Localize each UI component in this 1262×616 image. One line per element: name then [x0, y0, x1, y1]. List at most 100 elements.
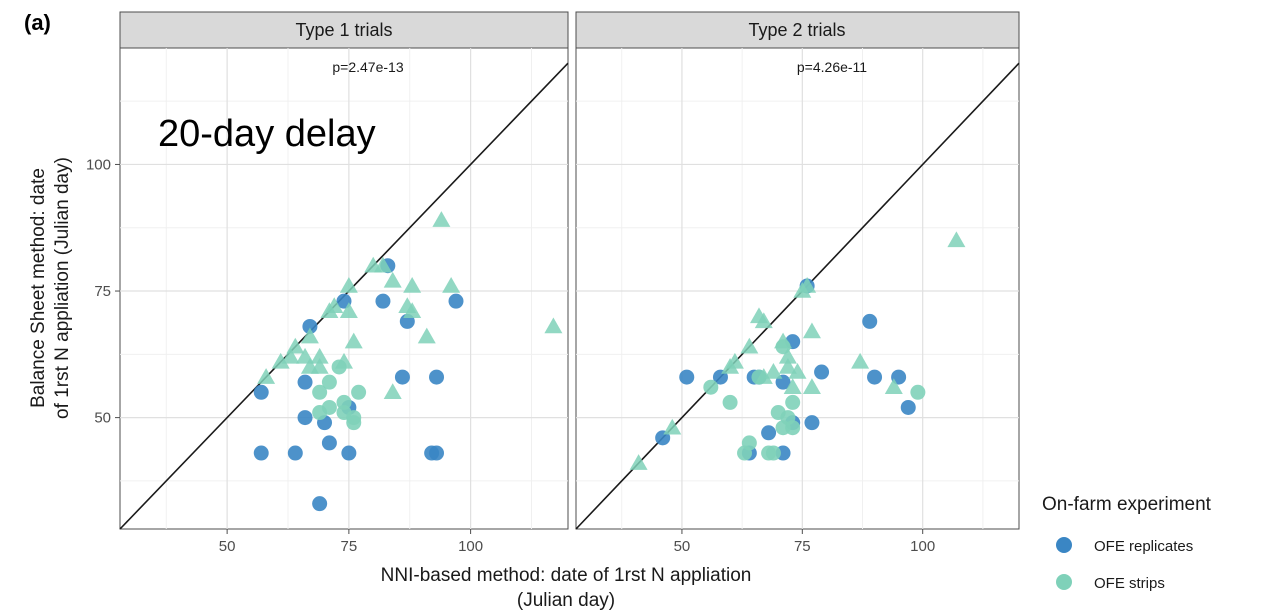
data-point-triangle — [310, 347, 329, 364]
x-tick-label: 50 — [219, 538, 236, 555]
data-point-circle — [722, 394, 738, 410]
data-point-triangle — [802, 378, 821, 394]
data-point-triangle — [788, 363, 807, 379]
data-point-triangle — [286, 337, 305, 354]
x-tick-label: 75 — [794, 538, 811, 555]
data-point-circle — [351, 384, 367, 400]
delay-annotation: 20-day delay — [158, 113, 376, 155]
legend-label-replicates: OFE replicates — [1094, 538, 1193, 555]
data-point-triangle — [432, 211, 451, 227]
data-point-triangle — [310, 357, 329, 374]
data-point-circle — [346, 415, 362, 431]
data-point-triangle — [947, 231, 966, 248]
data-point-circle — [765, 445, 781, 461]
legend-key-strips — [1056, 574, 1072, 590]
data-point-triangle — [281, 347, 300, 364]
data-point-triangle — [778, 347, 797, 364]
data-point-circle — [741, 435, 757, 451]
legend-label-strips: OFE strips — [1094, 575, 1165, 592]
panel-type1-title: Type 1 trials — [295, 20, 392, 40]
y-axis-ticks: 50 75 100 — [86, 156, 120, 427]
panel-type2-marks — [575, 62, 1020, 530]
data-point-triangle — [300, 327, 319, 344]
data-point-circle — [679, 369, 695, 385]
data-point-circle — [900, 399, 916, 415]
panel-tag: (a) — [24, 10, 51, 35]
panel-type1: Type 1 trials p=2.47e-13 20-day delay — [119, 11, 569, 530]
x-tick-label: 50 — [674, 538, 691, 555]
y-axis-title-line2: of 1rst N appliation (Julian day) — [52, 157, 73, 419]
y-tick-label: 50 — [94, 410, 111, 427]
y-tick-label: 75 — [94, 283, 111, 300]
data-point-circle — [394, 369, 410, 385]
data-point-triangle — [383, 271, 402, 288]
data-point-circle — [287, 445, 303, 461]
data-point-circle — [302, 318, 318, 334]
data-point-triangle — [403, 302, 422, 319]
x-axis-ticks: 50 75 100 50 75 100 — [219, 529, 935, 555]
data-point-triangle — [663, 418, 682, 435]
data-point-triangle — [325, 297, 344, 313]
data-point-triangle — [783, 378, 802, 394]
data-point-triangle — [344, 332, 363, 349]
x-axis-title-line2: (Julian day) — [517, 590, 615, 611]
data-point-circle — [448, 293, 464, 309]
data-point-circle — [785, 394, 801, 410]
data-point-triangle — [802, 322, 821, 339]
data-point-triangle — [403, 276, 422, 293]
data-point-triangle — [725, 352, 744, 369]
data-point-circle — [297, 374, 313, 390]
data-point-triangle — [754, 368, 773, 384]
panel-type2-pvalue: p=4.26e-11 — [797, 59, 867, 75]
data-point-circle — [375, 293, 391, 309]
data-point-triangle — [257, 368, 276, 384]
data-point-triangle — [442, 276, 461, 293]
data-point-triangle — [417, 327, 436, 344]
legend-key-replicates — [1056, 537, 1072, 553]
data-point-circle — [814, 364, 830, 380]
panel-type1-pvalue: p=2.47e-13 — [332, 59, 403, 75]
data-point-triangle — [740, 337, 759, 354]
panel-type2: Type 2 trials p=4.26e-11 — [575, 11, 1020, 530]
data-point-circle — [910, 384, 926, 400]
data-point-triangle — [373, 256, 392, 273]
data-point-triangle — [335, 352, 353, 369]
data-point-circle — [321, 374, 337, 390]
data-point-triangle — [851, 352, 870, 369]
x-axis-title-line1: NNI-based method: date of 1rst N appliat… — [381, 565, 752, 586]
legend: On-farm experiment OFE replicates OFE st… — [1042, 494, 1212, 592]
data-point-triangle — [339, 302, 358, 319]
data-point-triangle — [544, 317, 563, 334]
data-point-triangle — [271, 352, 290, 369]
data-point-triangle — [778, 357, 797, 374]
data-point-circle — [321, 399, 337, 415]
data-point-circle — [321, 435, 337, 451]
data-point-triangle — [884, 378, 903, 394]
data-point-circle — [703, 379, 719, 395]
data-point-triangle — [774, 332, 793, 349]
data-point-triangle — [764, 363, 783, 379]
x-tick-label: 100 — [458, 538, 483, 555]
data-point-circle — [761, 425, 777, 441]
data-point-triangle — [383, 383, 402, 400]
data-point-triangle — [629, 454, 648, 470]
x-tick-label: 75 — [341, 538, 358, 555]
data-point-circle — [429, 445, 445, 461]
data-point-triangle — [339, 276, 358, 293]
y-axis-title-line1: Balance Sheet method: date — [28, 168, 49, 408]
data-point-triangle — [754, 312, 773, 329]
y-tick-label: 100 — [86, 156, 111, 173]
data-point-circle — [867, 369, 883, 385]
panel-type2-title: Type 2 trials — [748, 20, 845, 40]
data-point-circle — [297, 410, 313, 426]
data-point-circle — [253, 445, 269, 461]
data-point-circle — [253, 384, 269, 400]
panel-type1-marks — [119, 62, 569, 530]
data-point-circle — [804, 415, 820, 431]
x-tick-label: 100 — [910, 538, 935, 555]
data-point-circle — [312, 384, 328, 400]
data-point-circle — [341, 445, 357, 461]
panel-type2-plot-area — [575, 47, 1020, 530]
data-point-triangle — [798, 276, 817, 293]
